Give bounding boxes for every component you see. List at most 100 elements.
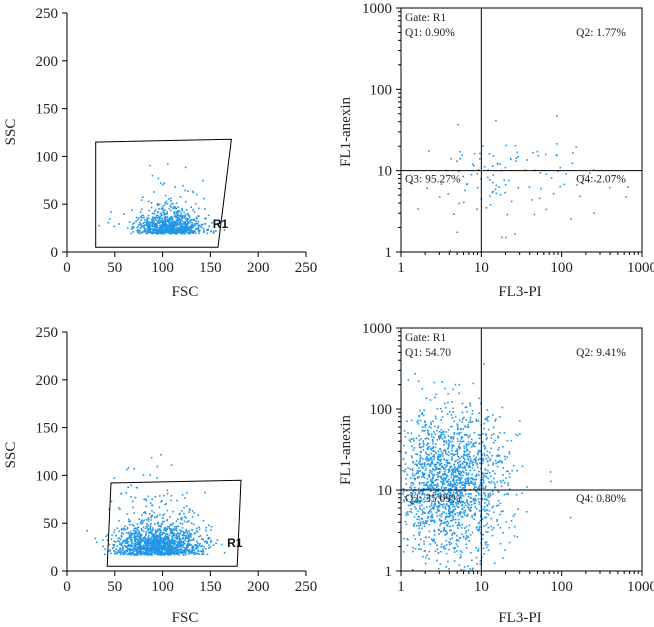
scatter-point [438,472,441,474]
scatter-point [461,483,463,486]
scatter-point [438,455,440,458]
scatter-point [487,169,489,171]
scatter-point [143,548,145,551]
scatter-point [164,213,167,215]
scatter-point [128,550,131,552]
x-tick-label: 150 [199,579,222,595]
scatter-point [481,478,484,481]
scatter-point [143,498,145,501]
scatter-point [519,420,521,422]
scatter-point [208,544,210,546]
scatter-point [458,499,460,502]
scatter-point [205,548,207,550]
scatter-point [413,496,415,499]
scatter-point [473,455,475,457]
scatter-point [446,544,448,546]
scatter-point [439,456,442,458]
scatter-point [142,553,145,555]
scatter-point [459,457,461,460]
scatter-point [441,513,443,515]
scatter-point [452,491,455,494]
scatter-point [437,506,439,509]
scatter-point [175,520,178,522]
scatter-point [137,550,140,553]
scatter-point [467,424,469,426]
scatter-point [429,399,432,401]
scatter-point [477,530,480,532]
scatter-point [154,532,157,534]
scatter-point [424,520,427,522]
scatter-point [486,512,488,515]
scatter-point [215,542,217,545]
scatter-point [438,496,441,499]
scatter-point [423,443,425,446]
scatter-point [185,552,188,555]
scatter-point [161,232,164,235]
scatter-point [155,535,157,537]
scatter-point [438,518,441,520]
scatter-point [438,435,440,438]
scatter-point [102,539,104,541]
scatter-point [427,488,430,490]
scatter-point [123,540,125,542]
scatter-point [139,221,141,224]
scatter-point [190,552,192,554]
scatter-point [153,545,155,548]
scatter-point [459,495,462,498]
scatter-point [180,551,183,554]
scatter-point [446,515,448,517]
scatter-point [448,498,450,500]
scatter-point [115,534,117,537]
scatter-point [140,522,143,525]
scatter-point [171,230,174,233]
x-tick-label: 250 [295,579,318,595]
scatter-point [147,540,150,543]
scatter-point [187,227,190,229]
scatter-point [165,213,168,215]
y-tick-label: 1000 [362,321,392,337]
scatter-point [497,524,499,526]
scatter-point [458,383,461,386]
scatter-point [440,436,442,439]
scatter-point [442,522,445,524]
scatter-point [137,541,140,544]
scatter-point [140,542,142,544]
scatter-point [201,538,203,540]
scatter-point [402,458,405,460]
scatter-point [460,431,462,434]
scatter-point [139,543,141,545]
scatter-point [433,529,435,532]
scatter-point [445,521,448,523]
scatter-point [415,513,418,515]
scatter-point [458,500,460,503]
scatter-point [182,541,184,544]
scatter-point [457,527,459,529]
scatter-point [196,552,199,555]
scatter-point [466,501,468,504]
scatter-point [417,208,419,210]
scatter-point [156,548,158,551]
scatter-point [148,225,150,228]
scatter-point [489,492,492,495]
scatter-point [126,545,128,548]
scatter-point [457,472,460,474]
scatter-point [174,528,177,530]
scatter-point [181,215,184,217]
scatter-point [439,196,441,198]
scatter-point [154,523,156,525]
scatter-point [497,436,499,439]
scatter-point [165,548,168,550]
scatter-point [429,485,432,487]
scatter-point [170,523,173,526]
scatter-point [483,474,486,477]
scatter-point [439,524,441,527]
scatter-point [133,545,136,547]
scatter-point [445,516,447,519]
scatter-point [137,546,140,548]
scatter-point [468,492,471,495]
scatter-point [175,548,177,551]
scatter-point [122,546,124,549]
scatter-point [131,539,133,542]
scatter-point [415,501,418,504]
scatter-point [474,498,477,501]
